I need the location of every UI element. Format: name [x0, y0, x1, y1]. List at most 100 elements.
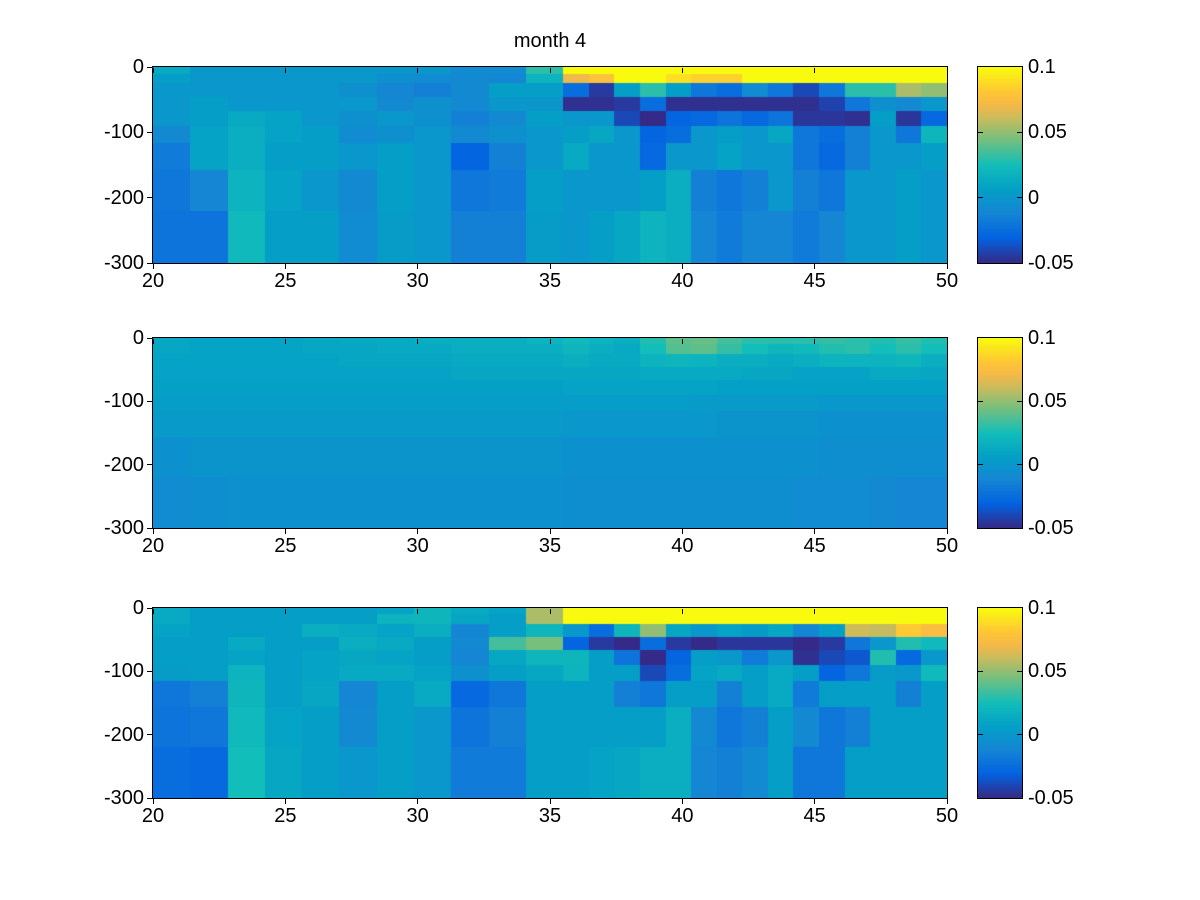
x-tick-label: 20: [141, 535, 165, 557]
x-tick-mark: [814, 68, 816, 73]
heatmap-canvas: [153, 608, 947, 798]
plot-frame: [152, 66, 948, 264]
y-tick-label: -300: [103, 787, 144, 809]
x-tick-mark: [549, 339, 551, 344]
x-tick-label: 50: [935, 270, 959, 292]
x-tick-mark: [681, 339, 683, 344]
x-tick-mark: [152, 529, 154, 534]
x-tick-mark: [946, 264, 948, 269]
x-tick-mark: [549, 264, 551, 269]
colorbar-tick-mark: [1017, 400, 1022, 402]
x-tick-mark: [814, 529, 816, 534]
colorbar-tick-mark: [978, 131, 983, 133]
colorbar-frame: [977, 607, 1023, 799]
x-tick-mark: [417, 264, 419, 269]
colorbar-tick-mark: [978, 734, 983, 736]
y-tick-label: -300: [103, 517, 144, 539]
x-tick-label: 20: [141, 270, 165, 292]
x-tick-mark: [152, 799, 154, 804]
x-tick-mark: [814, 799, 816, 804]
x-tick-mark: [814, 609, 816, 614]
colorbar-canvas: [978, 608, 1022, 798]
y-tick-label: -200: [103, 723, 144, 746]
x-tick-label: 30: [406, 805, 429, 827]
x-tick-label: 40: [671, 805, 694, 827]
colorbar-tick-mark: [1017, 670, 1022, 672]
y-tick-mark: [147, 197, 152, 199]
colorbar-tick-label: 0.1: [1028, 327, 1056, 349]
heatmap-canvas: [153, 338, 947, 528]
x-tick-label: 40: [671, 535, 694, 557]
x-tick-mark: [284, 68, 286, 73]
x-tick-label: 35: [538, 535, 562, 557]
x-tick-label: 50: [935, 805, 959, 827]
x-tick-mark: [417, 68, 419, 73]
x-tick-mark: [681, 609, 683, 614]
x-tick-mark: [417, 339, 419, 344]
y-tick-label: 0: [132, 597, 144, 619]
x-tick-mark: [814, 264, 816, 269]
x-tick-mark: [946, 68, 948, 73]
x-tick-mark: [152, 264, 154, 269]
colorbar-tick-label: 0: [1028, 723, 1040, 746]
x-tick-mark: [152, 339, 154, 344]
x-tick-mark: [549, 68, 551, 73]
x-tick-label: 20: [141, 805, 165, 827]
colorbar-frame: [977, 66, 1023, 264]
x-tick-label: 25: [274, 535, 297, 557]
plot-frame: [152, 337, 948, 529]
colorbar-tick-label: -0.05: [1028, 252, 1074, 274]
colorbar-tick-label: 0.1: [1028, 56, 1056, 78]
y-tick-mark: [147, 607, 152, 609]
y-tick-label: -200: [103, 186, 144, 209]
colorbar-frame: [977, 337, 1023, 529]
x-tick-mark: [417, 609, 419, 614]
colorbar-tick-mark: [978, 670, 983, 672]
colorbar-tick-label: 0.05: [1028, 121, 1067, 144]
x-tick-mark: [284, 609, 286, 614]
x-tick-mark: [681, 264, 683, 269]
y-tick-mark: [147, 131, 152, 133]
plot-title: month 4: [513, 30, 587, 52]
colorbar-tick-label: 0: [1028, 453, 1040, 476]
x-tick-label: 40: [671, 270, 694, 292]
colorbar-canvas: [978, 67, 1022, 263]
x-tick-label: 30: [406, 535, 429, 557]
y-tick-mark: [147, 797, 152, 799]
colorbar-tick-mark: [978, 197, 983, 199]
x-tick-mark: [284, 799, 286, 804]
colorbar-tick-label: 0.05: [1028, 660, 1067, 683]
x-tick-mark: [681, 529, 683, 534]
y-tick-label: 0: [132, 327, 144, 349]
colorbar-tick-label: 0: [1028, 186, 1040, 209]
x-tick-mark: [152, 609, 154, 614]
colorbar-tick-mark: [1017, 197, 1022, 199]
x-tick-mark: [814, 339, 816, 344]
x-tick-label: 45: [803, 535, 826, 557]
colorbar-tick-mark: [1017, 131, 1022, 133]
x-tick-mark: [681, 68, 683, 73]
y-tick-label: -100: [103, 660, 144, 683]
colorbar-tick-mark: [1017, 464, 1022, 466]
colorbar-tick-mark: [978, 464, 983, 466]
x-tick-mark: [549, 609, 551, 614]
y-tick-label: -300: [103, 252, 144, 274]
x-tick-mark: [549, 529, 551, 534]
heatmap-canvas: [153, 67, 947, 263]
y-tick-mark: [147, 400, 152, 402]
x-tick-mark: [946, 609, 948, 614]
y-tick-mark: [147, 670, 152, 672]
y-tick-mark: [147, 734, 152, 736]
colorbar-tick-label: 0.1: [1028, 597, 1056, 619]
x-tick-label: 45: [803, 270, 826, 292]
x-tick-label: 35: [538, 270, 562, 292]
y-tick-label: 0: [132, 56, 144, 78]
colorbar-tick-mark: [1017, 734, 1022, 736]
x-tick-mark: [417, 799, 419, 804]
x-tick-label: 45: [803, 805, 826, 827]
x-tick-mark: [152, 68, 154, 73]
x-tick-label: 50: [935, 535, 959, 557]
y-tick-mark: [147, 464, 152, 466]
x-tick-mark: [946, 529, 948, 534]
